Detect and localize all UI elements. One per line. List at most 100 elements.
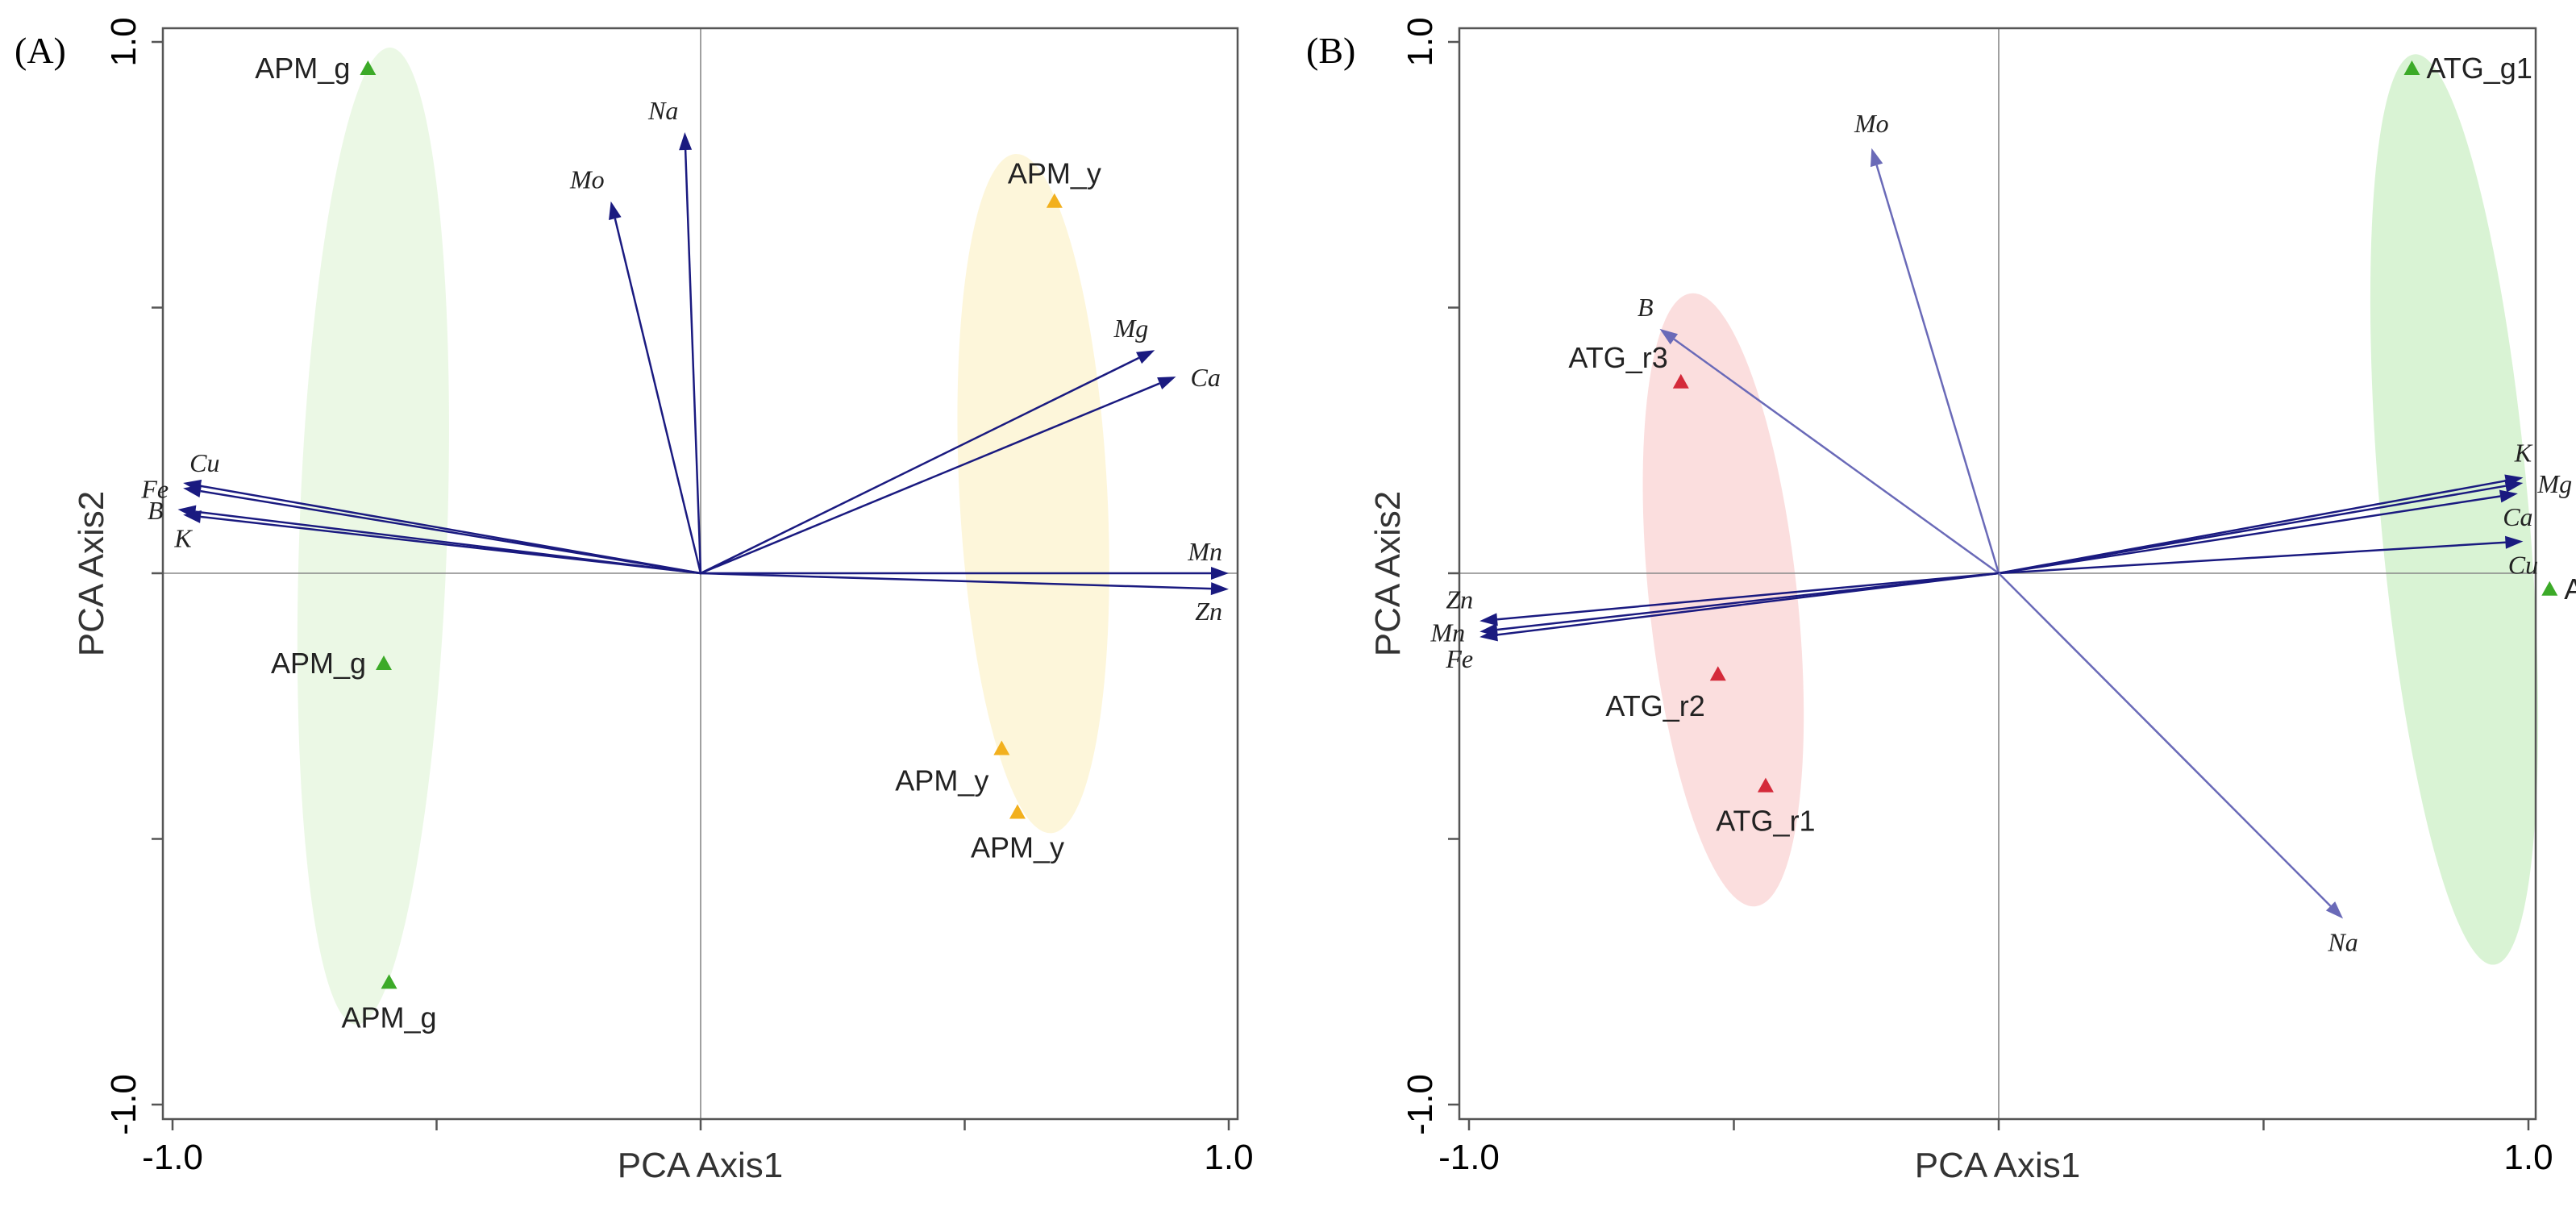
- sample-marker-1: [2541, 581, 2558, 596]
- panel-a: (A) -1.0 1.0 1.0 -1.0 PCA Axis1 PCA Axis…: [15, 17, 1254, 1185]
- sample-label-3: APM_y: [1008, 157, 1101, 190]
- group-ellipse-1: [2370, 54, 2539, 965]
- vector-line-mg: [1998, 485, 2506, 575]
- panel-a-y-tick-min: -1.0: [104, 1074, 144, 1135]
- vector-line-b: [1673, 338, 2000, 575]
- sample-marker-0: [360, 60, 377, 75]
- panel-a-x-tick-max: 1.0: [1204, 1138, 1253, 1177]
- vector-label-mg: Mg: [2536, 469, 2572, 498]
- vector-line-ca: [1998, 495, 2501, 575]
- sample-label-0: ATG_g1: [2426, 52, 2532, 85]
- sample-marker-1: [376, 655, 392, 671]
- vector-label-zn: Zn: [1446, 585, 1473, 614]
- group-ellipse-0: [1642, 293, 1804, 907]
- panel-a-y-tick-max: 1.0: [104, 17, 144, 66]
- vector-label-fe: Fe: [1445, 644, 1473, 673]
- vector-label-na: Na: [2327, 927, 2358, 956]
- vector-line-na: [1998, 572, 2332, 907]
- sample-label-1: ATG_g2: [2564, 572, 2576, 606]
- vector-arrowhead-mo: [609, 201, 622, 220]
- vector-label-zn: Zn: [1195, 597, 1222, 626]
- vector-label-k: K: [2514, 438, 2533, 467]
- group-ellipse-1: [957, 153, 1109, 834]
- panel-b-x-tick-max: 1.0: [2503, 1138, 2553, 1177]
- panel-b-ellipses: [1642, 54, 2539, 965]
- panel-a-y-axis-title: PCA Axis2: [72, 491, 111, 656]
- vector-arrowhead-mg: [2504, 479, 2524, 493]
- vector-label-mn: Mn: [1429, 618, 1465, 647]
- vector-line-cu: [1998, 541, 2506, 575]
- vector-label-b: B: [1638, 293, 1654, 322]
- vector-label-b: B: [148, 496, 164, 525]
- panel-a-ellipses: [297, 47, 1109, 1025]
- sample-marker-2: [381, 974, 397, 989]
- vector-line-ca: [700, 382, 1160, 575]
- vector-arrowhead-zn: [1479, 613, 1498, 626]
- panel-b-tag: (B): [1306, 30, 1355, 71]
- panel-b-x-axis-title: PCA Axis1: [1915, 1146, 2080, 1185]
- sample-label-1: APM_g: [271, 647, 366, 680]
- vector-label-mn: Mn: [1187, 537, 1222, 566]
- sample-marker-5: [1009, 804, 1026, 819]
- sample-marker-4: [993, 740, 1010, 755]
- vector-label-k: K: [173, 524, 193, 553]
- vector-line-na: [684, 149, 702, 574]
- panel-a-tick-marks: [152, 40, 1230, 1130]
- sample-marker-4: [1709, 666, 1726, 681]
- vector-line-fe: [200, 489, 701, 575]
- sample-marker-3: [1046, 193, 1063, 208]
- sample-label-3: ATG_r3: [1568, 341, 1667, 374]
- vector-label-mo: Mo: [569, 165, 605, 194]
- sample-label-4: APM_y: [895, 764, 988, 797]
- vector-arrowhead-mo: [1870, 148, 1883, 168]
- panel-b-x-tick-min: -1.0: [1438, 1138, 1500, 1177]
- vector-label-na: Na: [647, 96, 678, 125]
- sample-marker-0: [2403, 60, 2420, 75]
- vector-line-fe: [1496, 572, 2000, 636]
- sample-marker-5: [1757, 777, 1774, 793]
- panel-b-tick-marks: [1448, 40, 2530, 1130]
- vector-arrowhead-ca: [2499, 489, 2518, 503]
- vector-arrowhead-na: [2325, 901, 2344, 919]
- vector-line-mg: [700, 356, 1140, 575]
- vector-arrowhead-k: [183, 510, 202, 523]
- panel-b-y-tick-max: 1.0: [1400, 17, 1440, 66]
- vector-arrowhead-mg: [1136, 350, 1155, 364]
- vector-arrowhead-b: [1659, 328, 1679, 345]
- sample-label-4: ATG_r2: [1605, 689, 1704, 722]
- sample-label-0: APM_g: [255, 52, 350, 85]
- vector-line-zn: [700, 572, 1212, 590]
- vector-line-k: [200, 515, 701, 575]
- vector-label-cu: Cu: [2508, 550, 2538, 579]
- panel-a-sample-points: APM_g APM_g APM_g APM_y APM_y APM_y: [255, 52, 1101, 1034]
- sample-label-5: ATG_r1: [1716, 805, 1815, 838]
- vector-label-ca: Ca: [1191, 363, 1221, 392]
- vector-label-ca: Ca: [2503, 502, 2532, 531]
- sample-label-5: APM_y: [971, 831, 1064, 864]
- vector-arrowhead-fe: [1479, 628, 1498, 642]
- panel-a-x-tick-min: -1.0: [142, 1138, 203, 1177]
- sample-label-2: APM_g: [342, 1001, 437, 1034]
- vector-label-mg: Mg: [1113, 314, 1149, 343]
- vector-arrowhead-zn: [1210, 582, 1229, 596]
- vector-arrowhead-cu: [2504, 535, 2524, 549]
- vector-line-mo: [614, 218, 702, 574]
- panel-a-tag: (A): [15, 30, 66, 71]
- vector-arrowhead-mn: [1211, 567, 1229, 580]
- vector-arrowhead-na: [679, 132, 693, 151]
- vector-label-fe: Fe: [140, 475, 169, 504]
- vector-label-cu: Cu: [189, 448, 219, 477]
- vector-line-zn: [1496, 572, 2000, 621]
- vector-line-mo: [1875, 164, 2000, 574]
- panel-b-y-axis-title: PCA Axis2: [1368, 491, 1408, 656]
- panel-b: (B) -1.0 1.0 1.0 -1.0 PCA Axis1 PCA Axis…: [1306, 17, 2576, 1185]
- panel-a-x-axis-title: PCA Axis1: [618, 1146, 783, 1185]
- vector-arrowhead-fe: [183, 485, 202, 498]
- vector-arrowhead-ca: [1157, 377, 1176, 389]
- sample-marker-3: [1672, 373, 1689, 389]
- vector-label-mo: Mo: [1854, 109, 1889, 138]
